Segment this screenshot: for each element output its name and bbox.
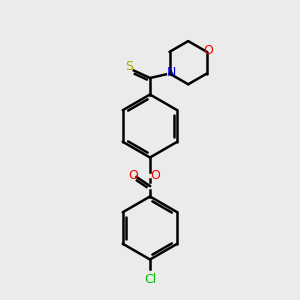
Text: O: O	[128, 169, 138, 182]
Text: O: O	[151, 169, 160, 182]
Text: Cl: Cl	[144, 273, 156, 286]
Text: O: O	[203, 44, 213, 57]
Text: S: S	[125, 60, 133, 73]
Text: N: N	[166, 65, 176, 79]
